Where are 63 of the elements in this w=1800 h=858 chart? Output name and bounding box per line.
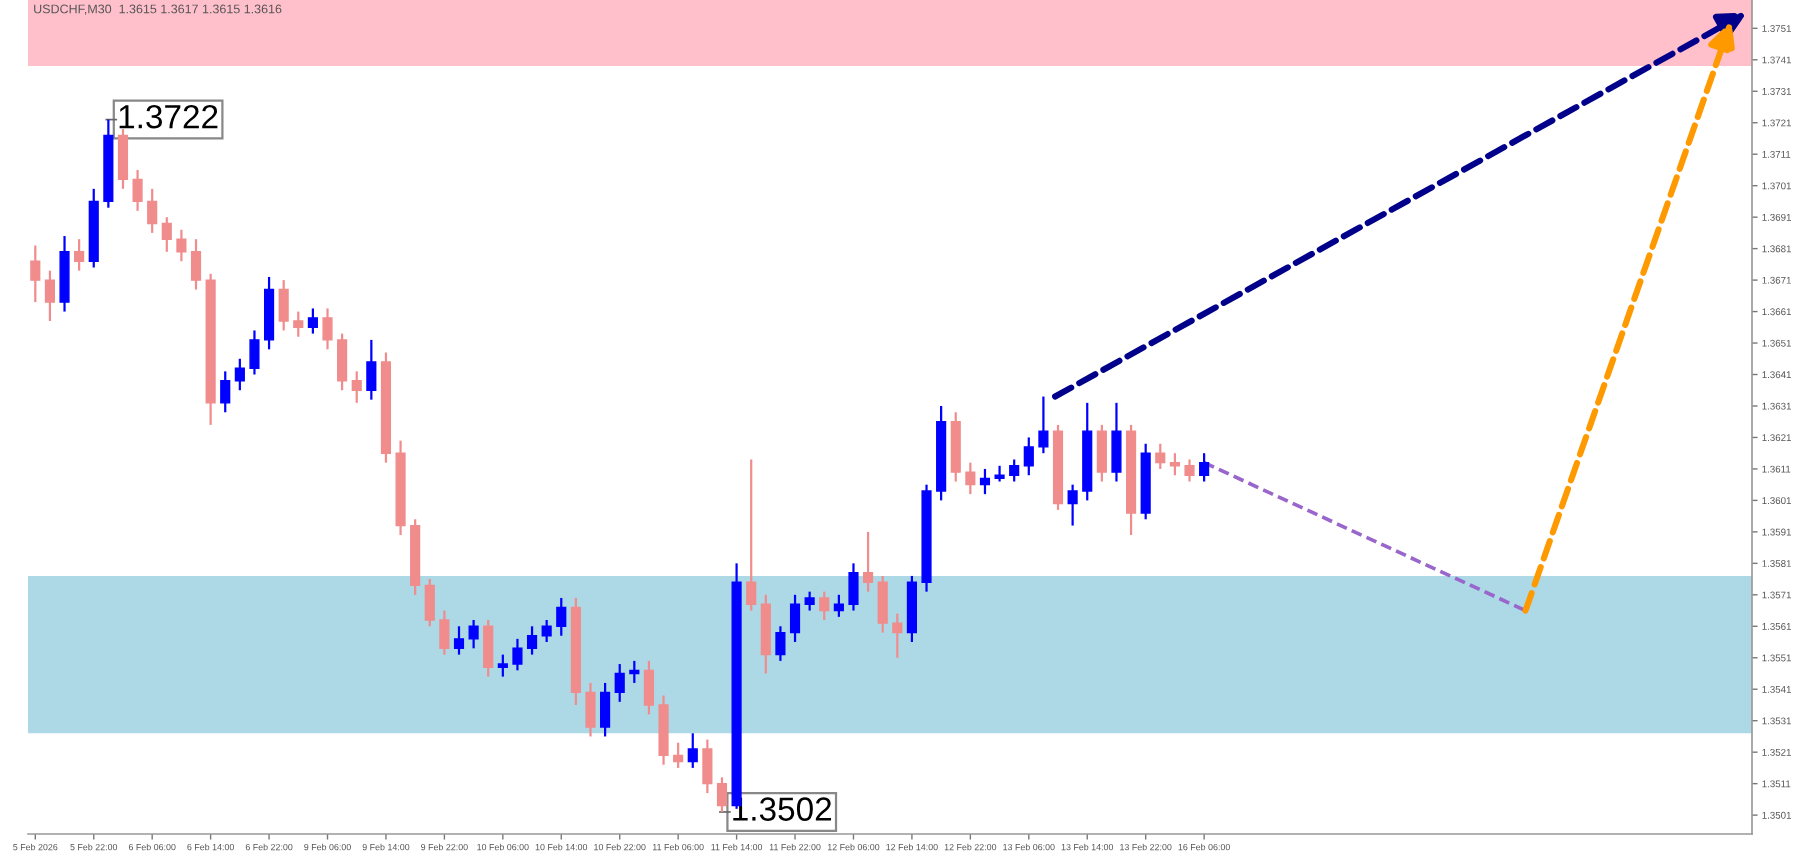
candlestick [629,659,640,685]
candlestick [892,612,903,659]
candlestick [468,618,479,650]
candlestick [1169,452,1180,477]
candlestick [1023,436,1034,477]
candlestick [74,238,85,272]
candlestick [30,244,41,304]
candlestick [1096,423,1107,483]
candlestick [293,310,304,338]
candlestick [351,370,362,404]
candlestick [1009,458,1020,483]
candlestick [278,278,289,332]
candlestick [556,596,567,637]
candlestick [161,216,172,253]
candlestick [804,590,815,612]
candlestick [176,228,187,263]
candlestick [424,577,435,628]
candlestick [702,738,713,795]
candlestick [775,625,786,663]
candlestick [687,732,698,770]
candlestick [453,625,465,656]
candlestick [526,625,538,656]
candlestick [1199,452,1210,483]
candlestick [132,168,143,212]
candlestick [337,332,348,392]
candlestick [322,307,333,351]
annotation: 1.3502 [733,797,832,821]
candlestick [117,127,129,190]
candlestick [643,659,655,716]
candlestick [979,467,991,496]
candlestick [746,458,757,612]
candlestick [585,681,596,738]
candlestick [994,464,1005,483]
candlestick [789,593,801,644]
candlestick [848,562,859,612]
candlestick [512,637,523,672]
candlestick [439,609,450,656]
candlestick [541,618,552,644]
candlestick [1067,483,1078,527]
candlestick [1038,395,1049,455]
candlestick [190,238,202,291]
candlestick [600,681,611,738]
candlestick [497,653,508,678]
candlestick [483,618,494,678]
candlestick [877,574,888,634]
candlestick [1155,442,1166,471]
candlestick [863,530,874,593]
candlestick [249,329,260,376]
candlestick [614,662,625,703]
candlestick [147,187,158,234]
candlestick [220,370,231,414]
candlestick [1111,401,1122,483]
candlestick [716,776,728,814]
annotation: 1.3722 [119,104,218,129]
candlestick [819,590,830,622]
candlestick [234,357,245,392]
candlestick [307,307,318,335]
candlestick [1184,458,1195,483]
candlestick [673,741,684,770]
candlestick [833,593,844,618]
candlestick [44,269,55,323]
candlestick [965,461,976,496]
candlestick [366,338,377,401]
